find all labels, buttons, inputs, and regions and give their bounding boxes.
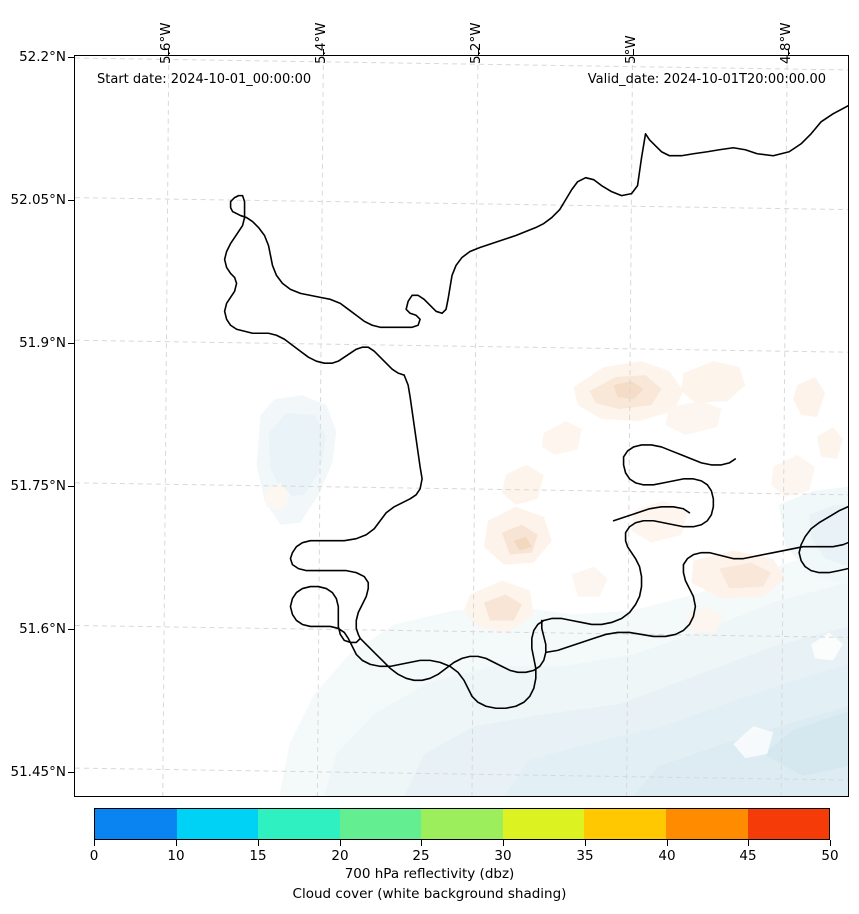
- lat-tick-label: 51.75°N: [10, 478, 67, 494]
- colorbar-band: [176, 809, 259, 839]
- colorbar-band: [339, 809, 422, 839]
- lon-tick-mark: [168, 49, 170, 55]
- colorbar-band: [421, 809, 503, 839]
- lon-tick-mark: [788, 49, 790, 55]
- colorbar-tick-mark: [830, 840, 832, 846]
- colorbar-band: [584, 809, 666, 839]
- lat-tick-label: 51.45°N: [10, 764, 67, 780]
- map-canvas: [75, 56, 848, 796]
- lat-tick-mark: [68, 343, 74, 345]
- map-axes[interactable]: Start date: 2024-10-01_00:00:00 Valid_da…: [74, 55, 849, 797]
- lat-tick-label: 51.9°N: [19, 335, 66, 351]
- colorbar-tick-label: 15: [249, 848, 267, 864]
- lon-tick-mark: [633, 49, 635, 55]
- colorbar-tick-mark: [340, 840, 342, 846]
- colorbar-band: [258, 809, 340, 839]
- colorbar-tick-label: 35: [576, 848, 594, 864]
- colorbar-band: [747, 809, 830, 839]
- colorbar-band: [665, 809, 748, 839]
- colorbar-tick-label: 25: [412, 848, 430, 864]
- lon-tick-label: 5.4°W: [313, 22, 329, 64]
- lon-tick-label: 5.2°W: [468, 22, 484, 64]
- colorbar-tick-label: 50: [821, 848, 839, 864]
- lon-tick-label: 5.6°W: [158, 22, 174, 64]
- valid-date-annotation: Valid_date: 2024-10-01T20:00:00.00: [587, 72, 826, 87]
- lat-tick-mark: [68, 486, 74, 488]
- coastline-south: [359, 505, 848, 682]
- colorbar-band: [502, 809, 585, 839]
- lon-tick-mark: [478, 49, 480, 55]
- colorbar-tick-mark: [94, 840, 96, 846]
- coastline-inlet: [612, 505, 691, 522]
- lat-tick-mark: [68, 772, 74, 774]
- colorbar-band: [95, 809, 177, 839]
- start-date-annotation: Start date: 2024-10-01_00:00:00: [97, 72, 312, 87]
- colorbar-tick-mark: [585, 840, 587, 846]
- coastline: [223, 105, 848, 710]
- colorbar-tick-label: 20: [331, 848, 349, 864]
- lon-tick-label: 4.8°W: [778, 22, 794, 64]
- lat-tick-mark: [68, 57, 74, 59]
- lat-tick-mark: [68, 629, 74, 631]
- colorbar-tick-label: 10: [167, 848, 185, 864]
- colorbar-tick-label: 0: [89, 848, 99, 864]
- lat-tick-label: 51.6°N: [19, 621, 66, 637]
- colorbar[interactable]: [94, 808, 830, 840]
- colorbar-tick-label: 40: [658, 848, 676, 864]
- lon-tick-mark: [323, 49, 325, 55]
- colorbar-title: 700 hPa reflectivity (dbz): [344, 866, 515, 882]
- lon-tick-label: 5°W: [623, 35, 639, 64]
- colorbar-tick-mark: [176, 840, 178, 846]
- colorbar-subtitle: Cloud cover (white background shading): [292, 886, 567, 902]
- colorbar-tick-mark: [667, 840, 669, 846]
- graticule: [75, 56, 848, 796]
- colorbar-tick-label: 45: [739, 848, 757, 864]
- colorbar-tick-mark: [258, 840, 260, 846]
- cloud-cover-shading: [256, 361, 848, 796]
- colorbar-tick-mark: [748, 840, 750, 846]
- colorbar-tick-mark: [421, 840, 423, 846]
- lat-tick-mark: [68, 200, 74, 202]
- colorbar-tick-mark: [503, 840, 505, 846]
- colorbar-tick-label: 30: [494, 848, 512, 864]
- lat-tick-label: 52.05°N: [10, 192, 67, 208]
- lat-tick-label: 52.2°N: [19, 49, 66, 65]
